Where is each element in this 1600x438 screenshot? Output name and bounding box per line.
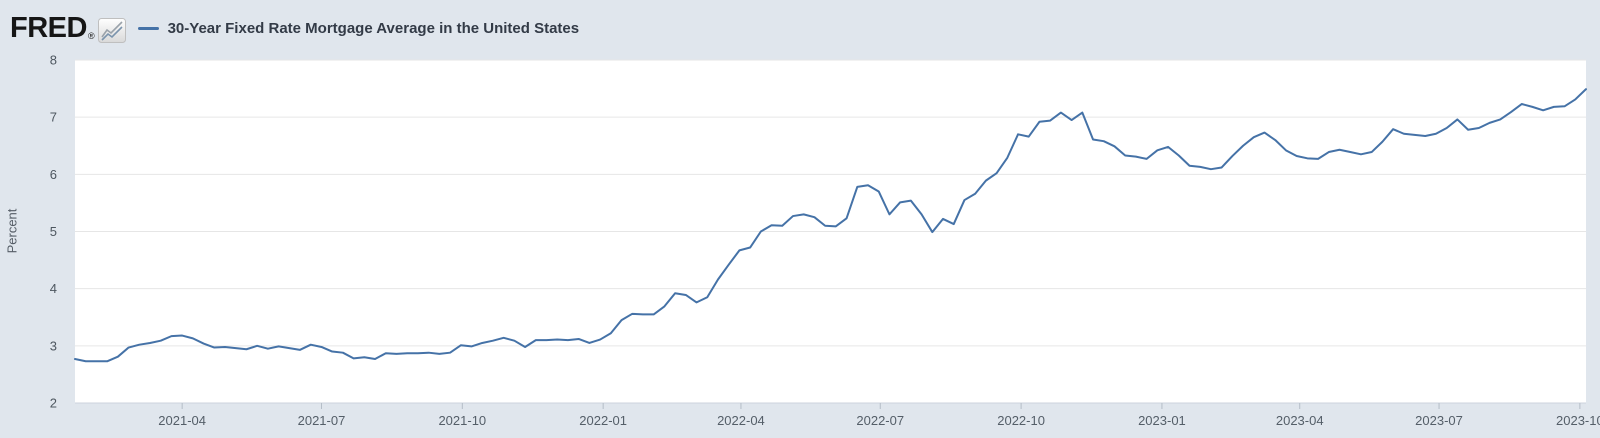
x-tick-label: 2021-10 xyxy=(438,413,486,428)
x-tick-label: 2023-10 xyxy=(1556,413,1600,428)
x-tick-label: 2023-04 xyxy=(1276,413,1324,428)
registered-trademark-symbol: ® xyxy=(87,30,95,41)
x-tick-label: 2022-07 xyxy=(856,413,904,428)
series-line[interactable] xyxy=(74,88,1587,363)
y-tick-label: 3 xyxy=(50,338,57,353)
x-tick-label: 2023-01 xyxy=(1138,413,1186,428)
legend-series-label: 30-Year Fixed Rate Mortgage Average in t… xyxy=(167,19,580,37)
x-tick-label: 2022-10 xyxy=(997,413,1045,428)
chart-header: FRED ® 30-Year Fixed Rate Mo xyxy=(0,0,1600,56)
x-tick-label: 2021-04 xyxy=(158,413,206,428)
x-tick-label: 2023-07 xyxy=(1415,413,1463,428)
fred-logo-text: FRED xyxy=(10,11,87,44)
y-tick-label: 2 xyxy=(50,396,57,411)
y-tick-label: 5 xyxy=(50,224,57,239)
y-tick-label: 6 xyxy=(50,167,57,182)
y-tick-label: 7 xyxy=(50,110,57,125)
x-tick-label: 2021-07 xyxy=(298,413,346,428)
legend-line-swatch xyxy=(137,26,159,30)
y-tick-label: 8 xyxy=(50,53,57,68)
x-tick-label: 2022-04 xyxy=(717,413,765,428)
legend[interactable]: 30-Year Fixed Rate Mortgage Average in t… xyxy=(137,19,580,37)
x-tick-label: 2022-01 xyxy=(579,413,627,428)
fred-logo[interactable]: FRED ® xyxy=(10,11,126,44)
y-tick-label: 4 xyxy=(50,281,57,296)
fred-sparkline-icon xyxy=(97,17,126,43)
